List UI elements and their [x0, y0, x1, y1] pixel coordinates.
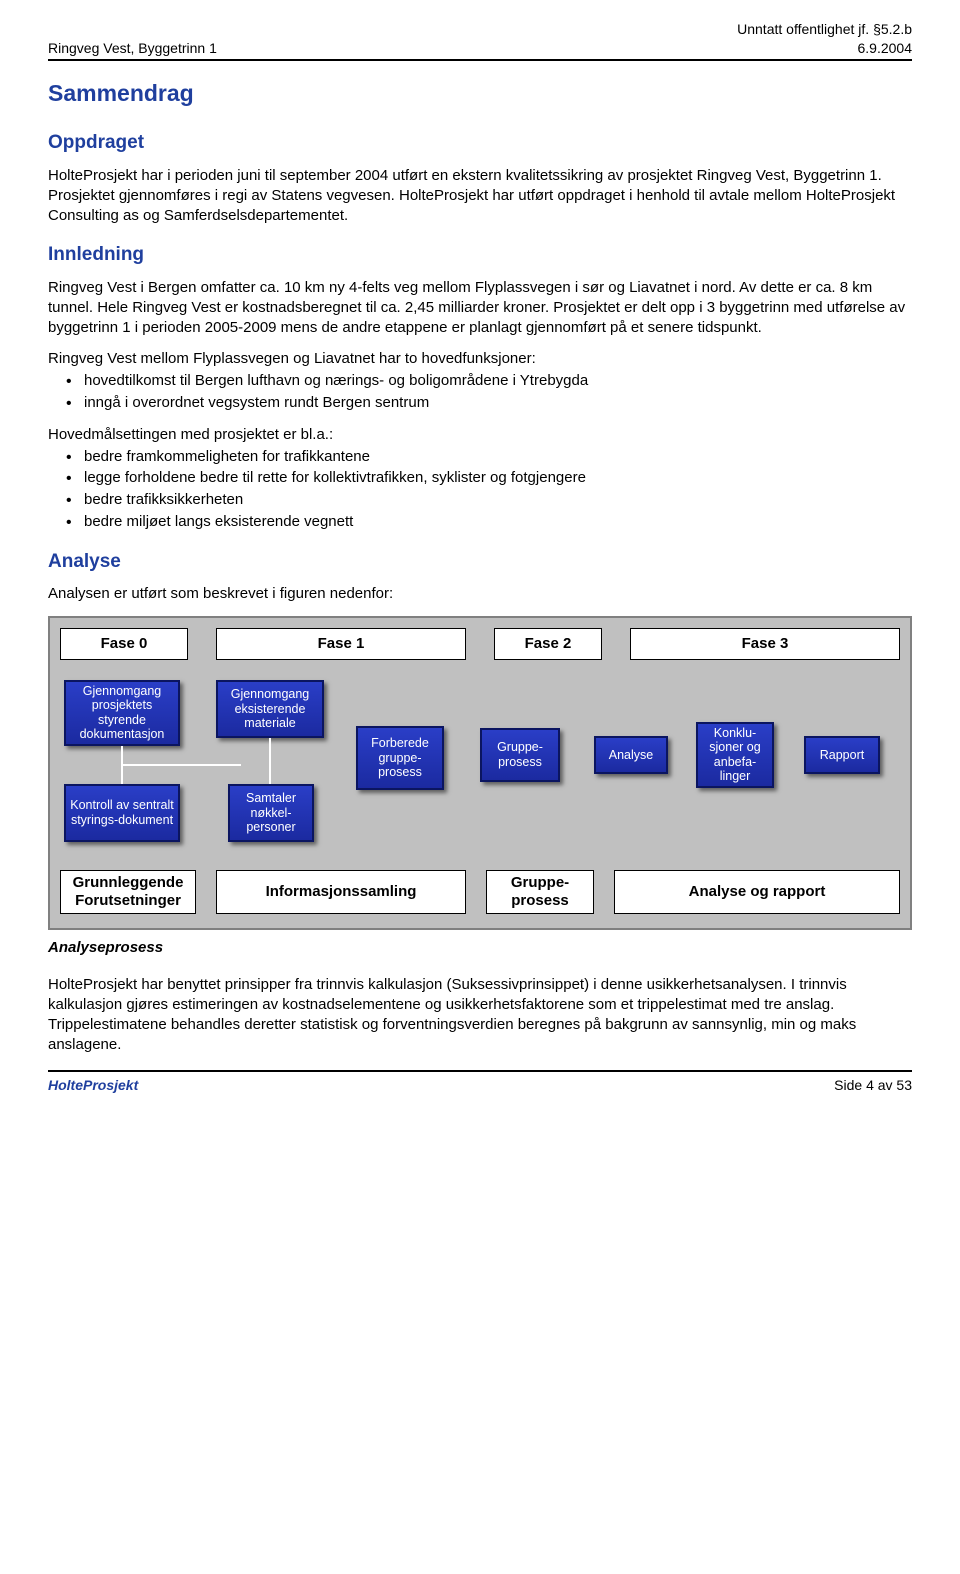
diagram-box: Samtaler nøkkel-personer	[228, 784, 314, 842]
diagram-caption: Analyseprosess	[48, 938, 912, 958]
list-item: bedre miljøet langs eksisterende vegnett	[84, 512, 912, 532]
diagram-box: Gjennomgang prosjektets styrende dokumen…	[64, 680, 180, 746]
paragraph: Ringveg Vest mellom Flyplassvegen og Lia…	[48, 349, 912, 369]
header-right-line2: 6.9.2004	[737, 39, 912, 57]
page-footer: HolteProsjekt Side 4 av 53	[48, 1070, 912, 1094]
bottom-cell: Grunnleggende Forutsetninger	[60, 870, 196, 914]
bottom-cell: Analyse og rapport	[614, 870, 900, 914]
bottom-cell-line: Forutsetninger	[61, 892, 195, 910]
document-title: Sammendrag	[48, 79, 912, 109]
diagram-boxes: Gjennomgang prosjektets styrende dokumen…	[60, 680, 900, 852]
list-item: bedre framkommeligheten for trafikkanten…	[84, 447, 912, 467]
diagram-box: Rapport	[804, 736, 880, 774]
header-right-line1: Unntatt offentlighet jf. §5.2.b	[737, 20, 912, 38]
list-item: legge forholdene bedre til rette for kol…	[84, 468, 912, 488]
diagram-box: Forberede gruppe-prosess	[356, 726, 444, 790]
process-diagram: Fase 0 Fase 1 Fase 2 Fase 3 Gjennomgang …	[48, 616, 912, 930]
phase-cell: Fase 2	[494, 628, 602, 660]
bottom-cell-line: prosess	[487, 892, 593, 910]
phase-cell: Fase 3	[630, 628, 900, 660]
section-heading-analyse: Analyse	[48, 550, 912, 575]
header-left: Ringveg Vest, Byggetrinn 1	[48, 39, 217, 57]
list-item: bedre trafikksikkerheten	[84, 490, 912, 510]
bottom-cell-line: Grunnleggende	[61, 874, 195, 892]
section-heading-innledning: Innledning	[48, 243, 912, 268]
footer-right: Side 4 av 53	[834, 1076, 912, 1094]
bullet-list: bedre framkommeligheten for trafikkanten…	[48, 447, 912, 532]
footer-left: HolteProsjekt	[48, 1076, 138, 1094]
paragraph: HolteProsjekt har benyttet prinsipper fr…	[48, 975, 912, 1054]
list-item: hovedtilkomst til Bergen lufthavn og nær…	[84, 371, 912, 391]
connector	[269, 738, 271, 784]
page-header: Ringveg Vest, Byggetrinn 1 Unntatt offen…	[48, 20, 912, 61]
section-heading-oppdraget: Oppdraget	[48, 131, 912, 156]
paragraph: Hovedmålsettingen med prosjektet er bl.a…	[48, 425, 912, 445]
page: Ringveg Vest, Byggetrinn 1 Unntatt offen…	[0, 0, 960, 1119]
phase-cell: Fase 1	[216, 628, 466, 660]
phase-header-row: Fase 0 Fase 1 Fase 2 Fase 3	[60, 628, 900, 660]
diagram-box: Gjennomgang eksisterende materiale	[216, 680, 324, 738]
connector	[121, 764, 241, 766]
paragraph: Analysen er utført som beskrevet i figur…	[48, 584, 912, 604]
diagram-box: Gruppe-prosess	[480, 728, 560, 782]
paragraph: Ringveg Vest i Bergen omfatter ca. 10 km…	[48, 278, 912, 337]
diagram-box: Kontroll av sentralt styrings-dokument	[64, 784, 180, 842]
phase-cell: Fase 0	[60, 628, 188, 660]
paragraph: HolteProsjekt har i perioden juni til se…	[48, 166, 912, 225]
diagram-box: Analyse	[594, 736, 668, 774]
diagram-box: Konklu-sjoner og anbefa-linger	[696, 722, 774, 788]
diagram-bottom-row: Grunnleggende Forutsetninger Informasjon…	[60, 870, 900, 914]
bottom-cell-line: Gruppe-	[487, 874, 593, 892]
bullet-list: hovedtilkomst til Bergen lufthavn og nær…	[48, 371, 912, 413]
bottom-cell: Informasjonssamling	[216, 870, 466, 914]
bottom-cell: Gruppe- prosess	[486, 870, 594, 914]
list-item: inngå i overordnet vegsystem rundt Berge…	[84, 393, 912, 413]
header-right: Unntatt offentlighet jf. §5.2.b 6.9.2004	[737, 20, 912, 57]
